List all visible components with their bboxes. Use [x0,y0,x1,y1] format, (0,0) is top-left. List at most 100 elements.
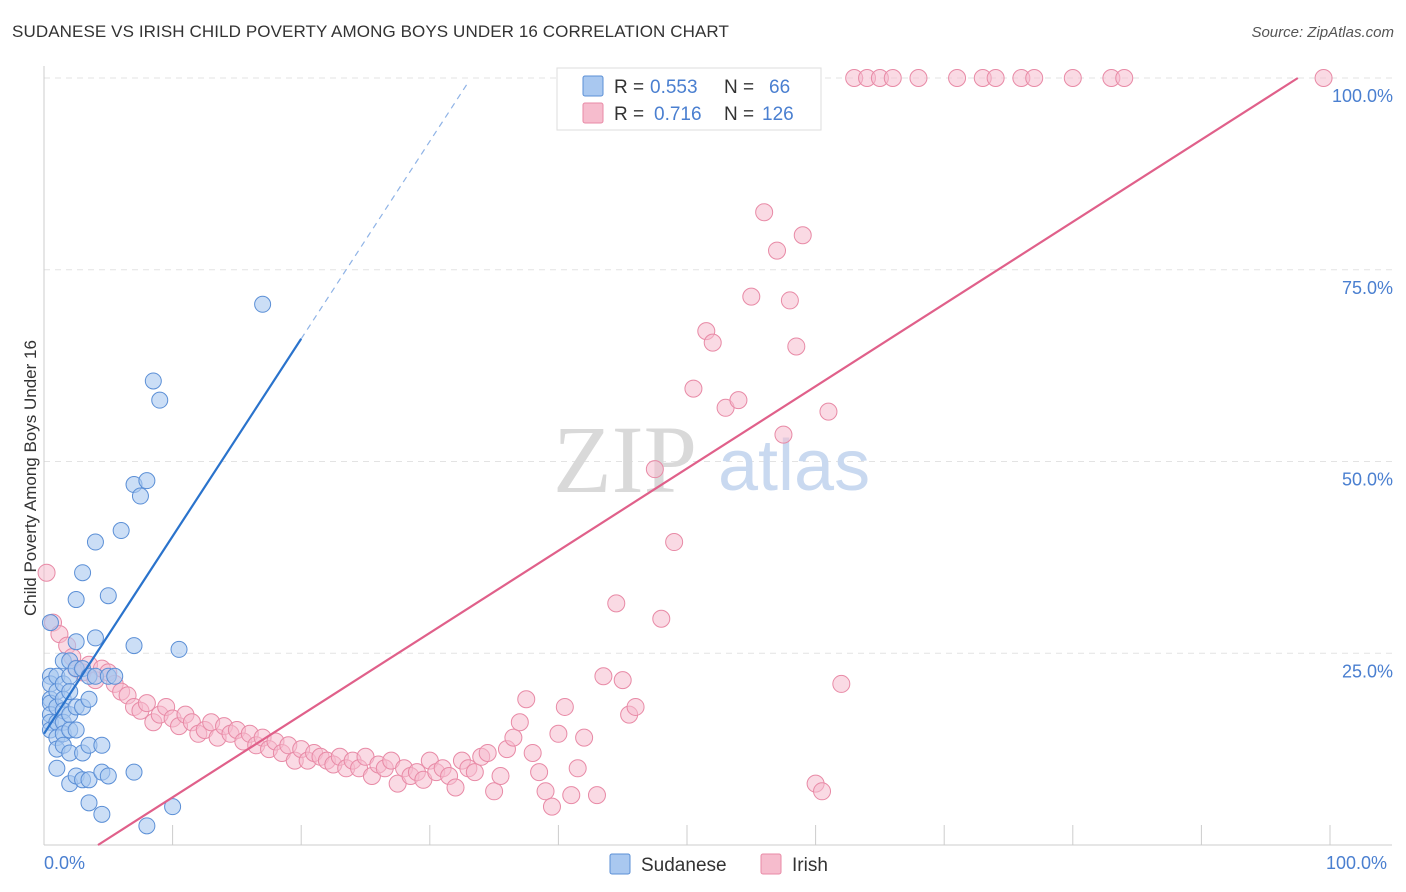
legend-swatch-sudanese [582,75,604,97]
sudanese-point [74,564,92,582]
sudanese-point [48,759,66,777]
sudanese-points [41,295,272,835]
sudanese-point [138,472,156,490]
irish-point [832,674,851,693]
x-tick-max: 100.0% [1326,853,1387,873]
sudanese-point [41,614,59,632]
irish-point [909,69,928,87]
irish-point [787,337,806,356]
irish-trend-line [97,77,1299,846]
bottom-legend-sudanese: Sudanese [641,855,727,876]
sudanese-point [99,587,117,605]
irish-point [652,609,671,628]
irish-point [729,391,748,410]
irish-point [536,782,555,801]
y-tick-label-2: 75.0% [1342,278,1393,298]
legend-n-label-0: N = [724,77,754,98]
legend-n-value-1: 126 [762,104,794,125]
y-tick-label-1: 50.0% [1342,470,1393,490]
irish-point [986,69,1005,87]
trend-lines [43,77,1299,846]
legend-n-value-0: 66 [769,77,790,98]
y-tick-label-3: 100.0% [1332,86,1393,106]
irish-point [549,724,568,743]
irish-point [703,333,722,352]
sudanese-point [80,690,98,708]
grid-lines [44,77,1392,654]
irish-point [1025,69,1044,87]
legend-swatch-irish [582,102,604,124]
legend-box: R = 0.553 N = 66 R = 0.716 N = 126 [556,67,822,131]
bottom-legend-irish: Irish [792,855,828,876]
irish-point [626,697,645,716]
watermark-zip: ZIP [553,406,697,513]
irish-point [555,697,574,716]
legend-n-label-1: N = [724,104,754,125]
bottom-legend: Sudanese Irish [609,853,828,876]
irish-point [491,766,510,785]
sudanese-point [125,763,143,781]
irish-point [793,226,812,245]
sudanese-point [99,767,117,785]
sudanese-point [164,798,182,816]
legend-r-label-1: R = [614,104,644,125]
sudanese-point [138,817,156,835]
axes [43,66,1392,846]
irish-point [594,667,613,686]
irish-point [523,743,542,762]
irish-point [774,425,793,444]
x-tick-min: 0.0% [44,853,85,873]
y-tick-labels: 25.0% 50.0% 75.0% 100.0% [1332,86,1393,681]
irish-point [1314,69,1333,87]
sudanese-point [125,637,143,655]
irish-point [1115,69,1134,87]
bottom-legend-swatch-irish [760,853,782,875]
irish-point [948,69,967,87]
sudanese-point [254,295,272,313]
bottom-legend-swatch-sudanese [609,853,631,875]
irish-point [137,694,156,713]
irish-point [530,763,549,782]
irish-point [607,594,626,613]
sudanese-trend-extension [300,81,469,340]
irish-point [813,782,832,801]
sudanese-point [170,640,188,658]
y-tick-label-0: 25.0% [1342,661,1393,681]
watermark-atlas: atlas [718,426,870,506]
sudanese-point [86,629,104,647]
irish-point [568,759,587,778]
irish-point [542,797,561,816]
chart-title: SUDANESE VS IRISH CHILD POVERTY AMONG BO… [12,22,729,41]
irish-point [485,782,504,801]
irish-point [562,786,581,805]
legend-r-label-0: R = [614,77,644,98]
legend-r-value-1: 0.716 [654,104,702,125]
sudanese-point [80,771,98,789]
irish-point [768,241,787,260]
irish-point [504,728,523,747]
irish-point [883,69,902,87]
irish-point [465,763,484,782]
source-label: Source: ZipAtlas.com [1251,24,1394,41]
irish-point [1063,69,1082,87]
sudanese-point [67,591,85,609]
legend-r-value-0: 0.553 [650,77,698,98]
sudanese-point [67,633,85,651]
irish-point [819,402,838,421]
sudanese-point [106,667,124,685]
irish-point [446,778,465,797]
irish-point [510,713,529,732]
irish-point [780,291,799,310]
sudanese-point [86,533,104,551]
sudanese-trend-line [43,338,303,735]
sudanese-point [93,805,111,823]
irish-point [665,533,684,552]
sudanese-point [67,721,85,739]
irish-point [587,786,606,805]
sudanese-point [151,391,169,409]
y-axis-label: Child Poverty Among Boys Under 16 [21,340,40,616]
irish-point [517,690,536,709]
irish-point [37,563,56,582]
irish-point [575,728,594,747]
